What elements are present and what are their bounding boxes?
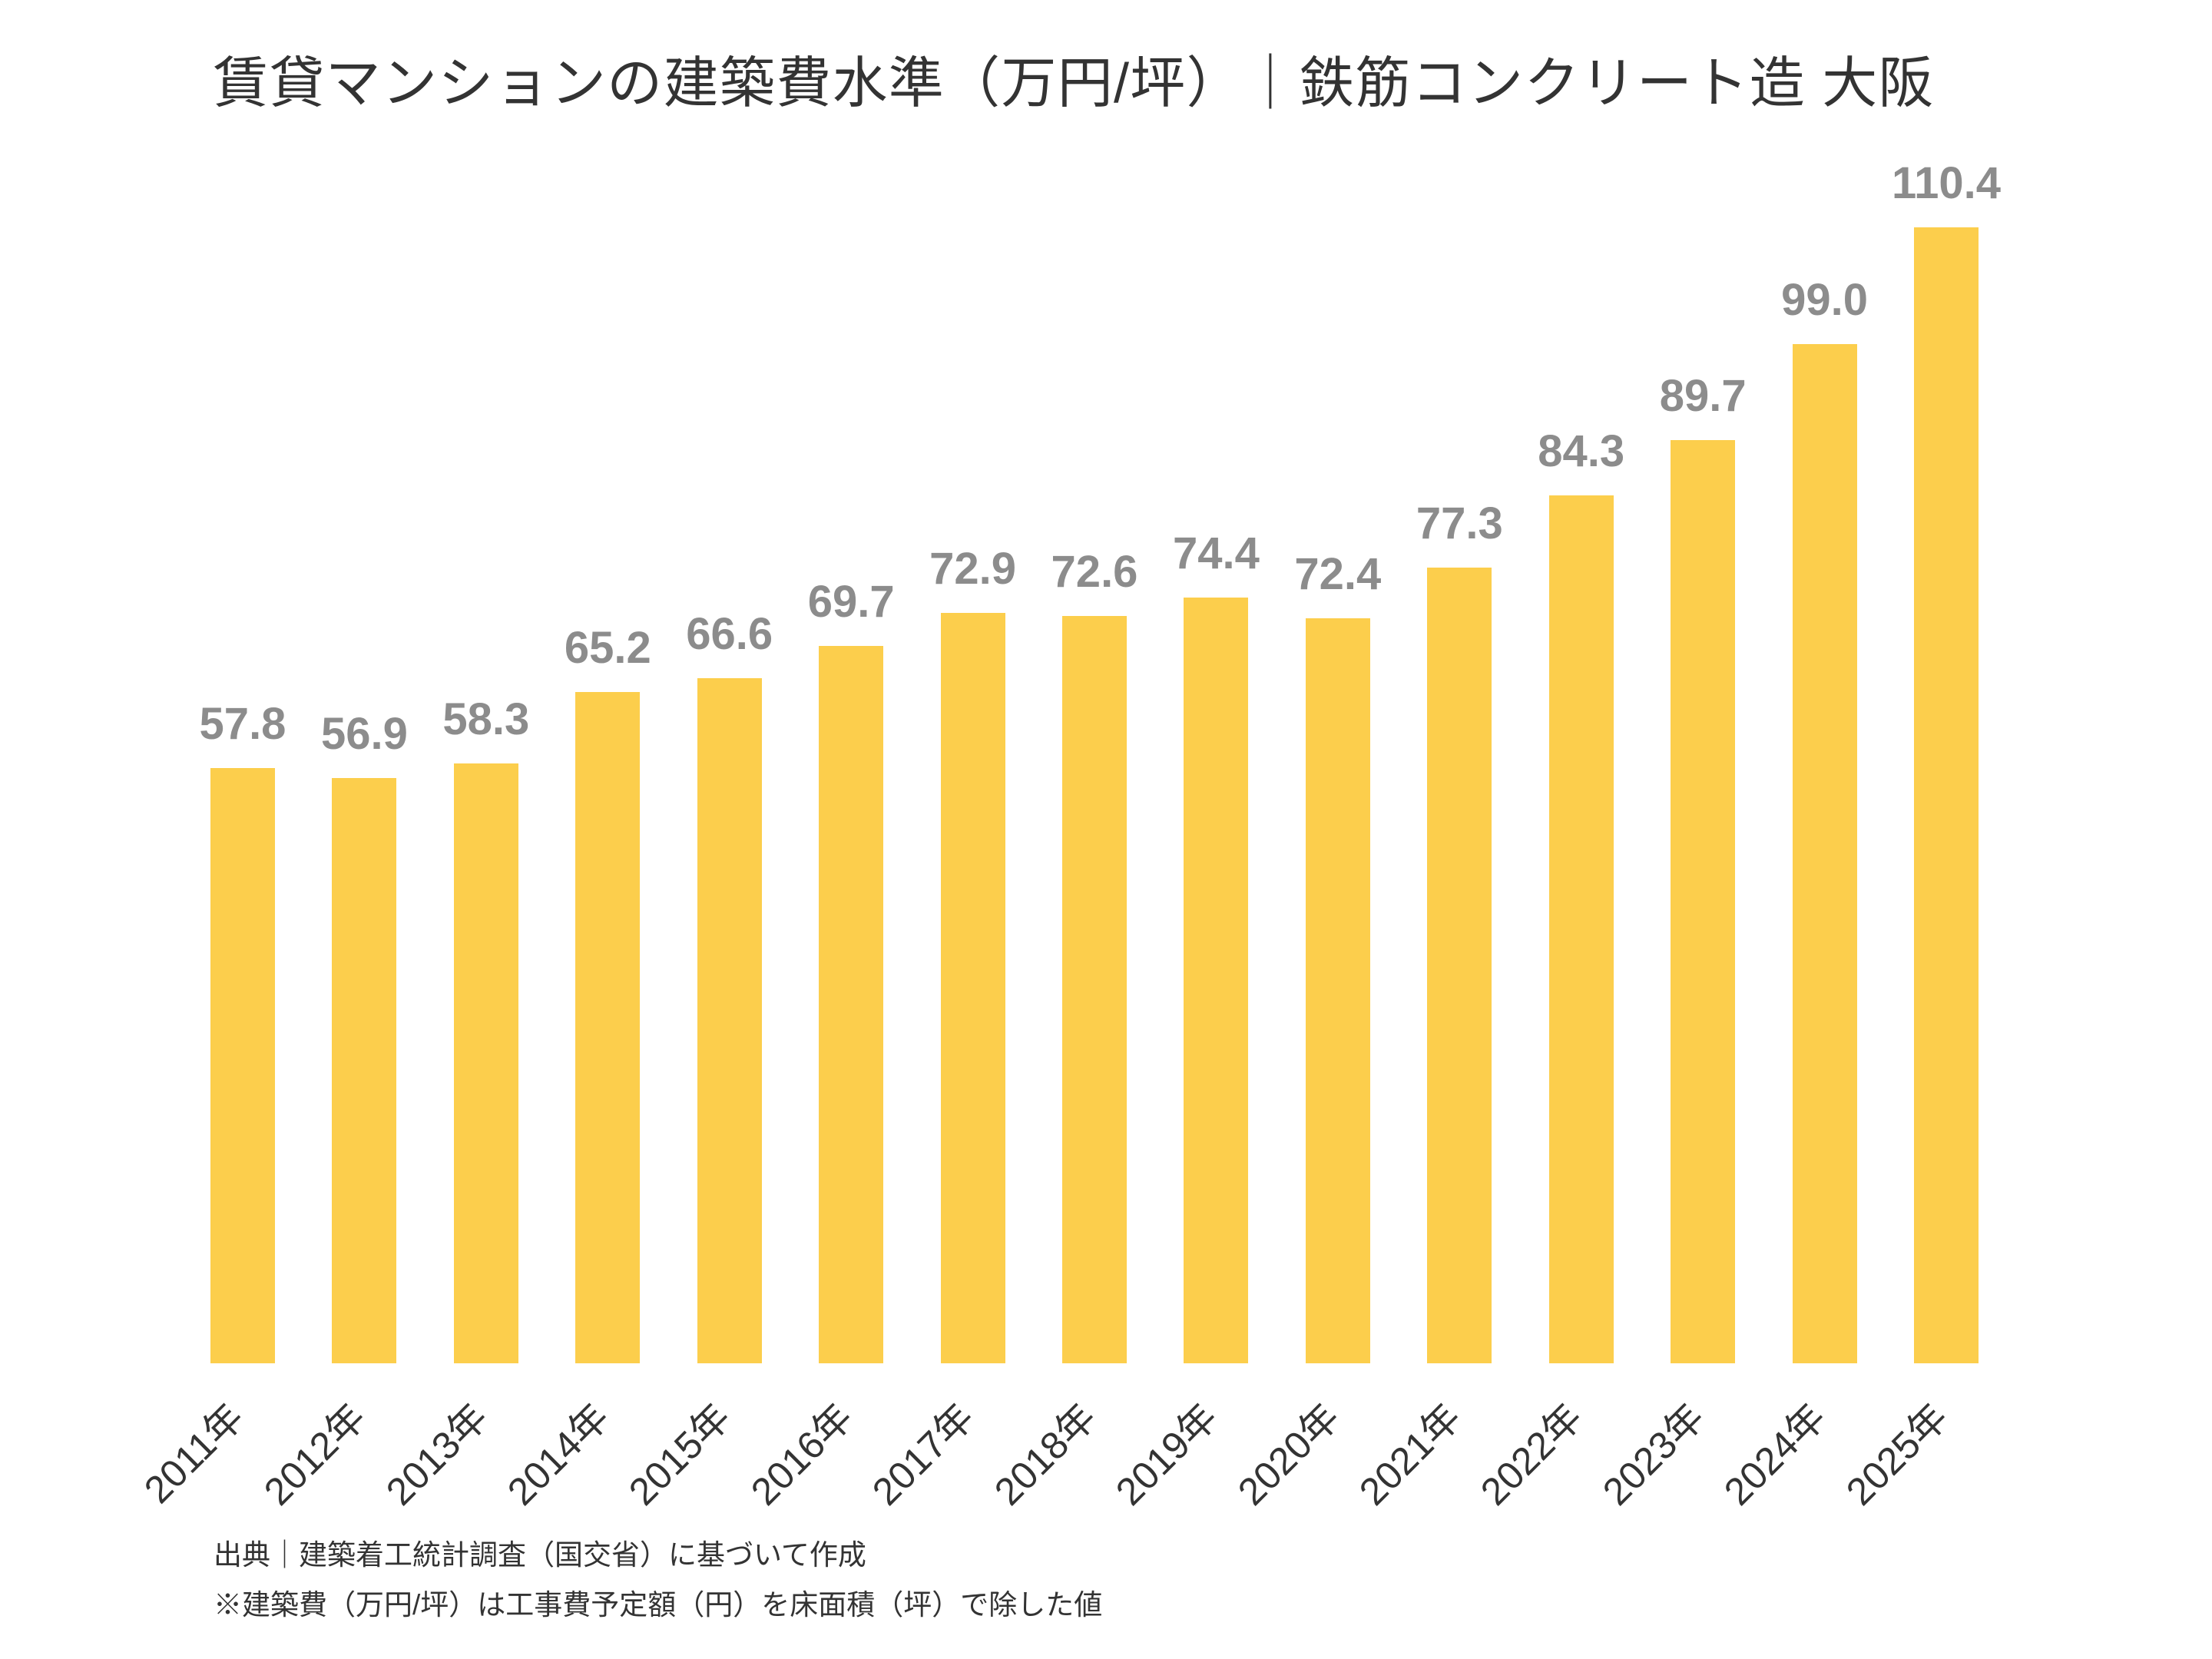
bar <box>1062 616 1127 1363</box>
bar-group-2015年: 66.6 2015年 <box>621 611 773 1513</box>
value-label: 110.4 <box>1892 157 2001 208</box>
bar-group-2016年: 69.7 2016年 <box>743 580 895 1514</box>
bar <box>1427 568 1492 1363</box>
bar-group-2017年: 72.9 2017年 <box>864 547 1016 1514</box>
bar <box>1548 495 1614 1363</box>
year-label: 2023年 <box>1594 1395 1713 1514</box>
value-label: 66.6 <box>686 608 773 659</box>
method-note: ※建築費（万円/坪）は工事費予定額（円）を床面積（坪）で除した値 <box>214 1589 1103 1621</box>
value-label: 89.7 <box>1659 371 1747 422</box>
bar <box>697 677 762 1363</box>
year-label: 2020年 <box>1229 1395 1348 1514</box>
value-label: 72.9 <box>929 544 1017 594</box>
bar <box>1914 227 1979 1363</box>
bar-group-2024年: 99.0 2024年 <box>1716 278 1868 1514</box>
bar-group-2012年: 56.9 2012年 <box>256 711 408 1513</box>
year-label: 2018年 <box>985 1395 1104 1514</box>
plot-area: 57.8 2011年 56.9 2012年 58.3 2013年 65.2 2014年 66.6… <box>136 0 2001 1514</box>
value-label: 57.8 <box>199 699 286 750</box>
bar <box>332 777 397 1363</box>
year-label: 2015年 <box>621 1395 740 1514</box>
bar-group-2022年: 84.3 2022年 <box>1473 429 1625 1514</box>
bar-group-2020年: 72.4 2020年 <box>1230 551 1382 1513</box>
year-label: 2017年 <box>864 1395 983 1514</box>
bar <box>453 763 518 1363</box>
year-label: 2024年 <box>1716 1395 1835 1514</box>
value-label: 56.9 <box>320 708 408 759</box>
value-label: 99.0 <box>1781 275 1869 326</box>
year-label: 2016年 <box>743 1395 861 1514</box>
bar <box>1671 440 1736 1363</box>
bar-group-2025年: 110.4 2025年 <box>1838 161 2001 1513</box>
value-label: 77.3 <box>1416 498 1503 549</box>
year-label: 2021年 <box>1351 1395 1469 1514</box>
value-label: 84.3 <box>1538 426 1625 477</box>
bar-group-2014年: 65.2 2014年 <box>499 626 651 1514</box>
year-label: 2014年 <box>499 1395 618 1514</box>
year-label: 2022年 <box>1472 1395 1591 1514</box>
bar <box>575 692 641 1363</box>
bar <box>1792 344 1857 1363</box>
bar <box>1305 618 1370 1363</box>
value-label: 74.4 <box>1172 528 1260 579</box>
bar-group-2013年: 58.3 2013年 <box>378 697 530 1513</box>
year-label: 2025年 <box>1837 1395 1956 1514</box>
bar <box>1184 598 1249 1363</box>
chart-title: 賃貸マンションの建築費水準（万円/坪）｜鉄筋コンクリート造 大阪 <box>213 53 1935 114</box>
bar <box>940 613 1005 1363</box>
bar-group-2011年: 57.8 2011年 <box>136 702 286 1512</box>
bar-group-2018年: 72.6 2018年 <box>986 550 1138 1514</box>
value-label: 69.7 <box>807 577 895 628</box>
source-note: 出典｜建築着工統計調査（国交省）に基づいて作成 <box>214 1539 866 1571</box>
year-label: 2013年 <box>377 1395 496 1514</box>
bar <box>210 768 275 1363</box>
bar-group-2019年: 74.4 2019年 <box>1108 531 1260 1514</box>
bar-group-2021年: 77.3 2021年 <box>1351 502 1503 1514</box>
year-label: 2012年 <box>256 1395 374 1514</box>
value-label: 72.6 <box>1051 547 1138 598</box>
value-label: 65.2 <box>564 623 651 674</box>
bar <box>819 646 884 1363</box>
year-label: 2019年 <box>1108 1395 1226 1514</box>
bar-group-2023年: 89.7 2023年 <box>1594 374 1747 1514</box>
value-label: 58.3 <box>442 694 530 744</box>
value-label: 72.4 <box>1294 548 1382 599</box>
year-label: 2011年 <box>136 1395 253 1512</box>
